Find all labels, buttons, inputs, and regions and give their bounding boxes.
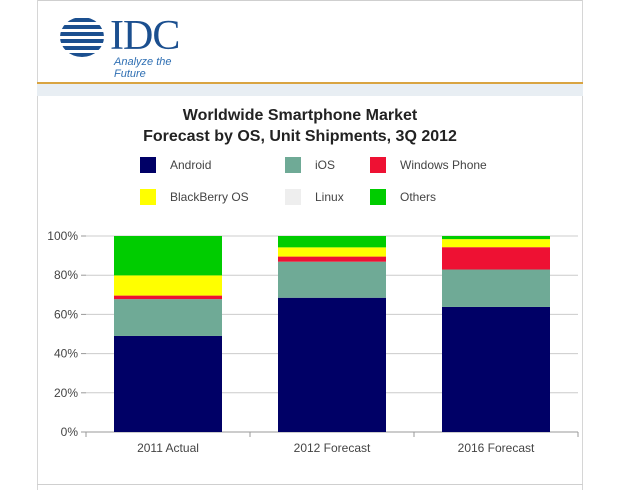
bar-segment-others [442, 236, 550, 240]
legend-swatch [370, 157, 386, 173]
bar-segment-blackberry-os [442, 239, 550, 248]
bar-segment-ios [278, 261, 386, 298]
idc-logo: IDC Analyze the Future [52, 12, 202, 80]
y-tick-label: 20% [54, 386, 78, 400]
globe-icon [60, 18, 104, 57]
x-tick-label: 2011 Actual [137, 441, 199, 455]
legend-swatch [285, 157, 301, 173]
legend-label: Linux [315, 190, 344, 204]
chart-title-line-1: Worldwide Smartphone Market [182, 107, 418, 124]
bar-segment-others [114, 236, 222, 276]
y-tick-label: 0% [61, 425, 79, 439]
legend-swatch [370, 189, 386, 205]
header-band [37, 84, 583, 96]
bar-segment-blackberry-os [278, 247, 386, 257]
x-tick-label: 2016 Forecast [458, 441, 535, 455]
bar-segment-windows-phone [442, 247, 550, 270]
legend-label: Others [400, 190, 437, 204]
legend-label: Android [170, 158, 212, 172]
bar-segment-windows-phone [278, 256, 386, 262]
y-tick-label: 40% [54, 347, 78, 361]
legend-item-blackberry-os: BlackBerry OS [140, 189, 249, 205]
y-tick-label: 80% [54, 268, 78, 282]
legend-item-windows-phone: Windows Phone [370, 157, 487, 173]
bar-segment-ios [442, 269, 550, 307]
bar-segment-ios [114, 299, 222, 336]
legend-label: iOS [315, 158, 336, 172]
header-divider [37, 82, 583, 84]
legend-item-android: Android [140, 157, 211, 173]
legend-item-others: Others [370, 189, 436, 205]
bar-segment-others [278, 236, 386, 248]
chart-title-line-2: Forecast by OS, Unit Shipments, 3Q 2012 [143, 128, 457, 145]
y-tick-label: 100% [47, 229, 78, 243]
bar-segment-windows-phone [114, 295, 222, 300]
logo-wordmark: IDC [110, 13, 180, 59]
x-tick-label: 2012 Forecast [294, 441, 371, 455]
bar-segment-android [442, 306, 550, 432]
frame-right-border [582, 0, 583, 490]
chart-title: Worldwide Smartphone Market Forecast by … [80, 105, 520, 147]
legend-swatch [285, 189, 301, 205]
legend-item-linux: Linux [285, 189, 344, 205]
frame-top-border [37, 0, 583, 1]
legend-label: BlackBerry OS [170, 190, 249, 204]
bar-segment-android [114, 335, 222, 432]
bar-segment-android [278, 297, 386, 432]
y-tick-label: 60% [54, 307, 78, 321]
legend-swatch [140, 189, 156, 205]
frame-left-border [37, 0, 38, 490]
legend-label: Windows Phone [400, 158, 487, 172]
legend-swatch [140, 157, 156, 173]
frame-bottom-border [37, 484, 583, 485]
legend-item-ios: iOS [285, 157, 335, 173]
logo-tagline: Analyze the Future [114, 56, 172, 80]
bar-segment-blackberry-os [114, 275, 222, 296]
